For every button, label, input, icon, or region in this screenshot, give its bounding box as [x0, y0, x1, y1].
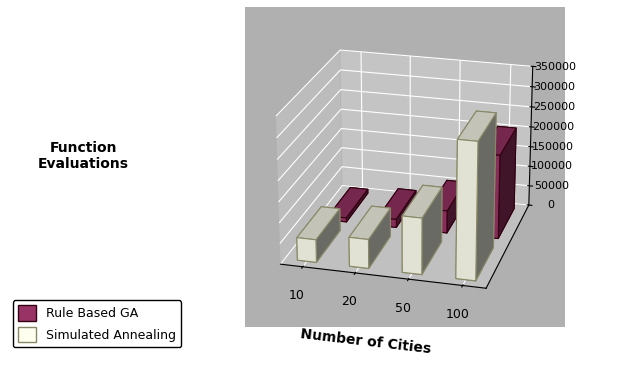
Legend: Rule Based GA, Simulated Annealing: Rule Based GA, Simulated Annealing [13, 301, 181, 347]
X-axis label: Number of Cities: Number of Cities [300, 327, 431, 356]
Text: Function
Evaluations: Function Evaluations [38, 141, 129, 171]
